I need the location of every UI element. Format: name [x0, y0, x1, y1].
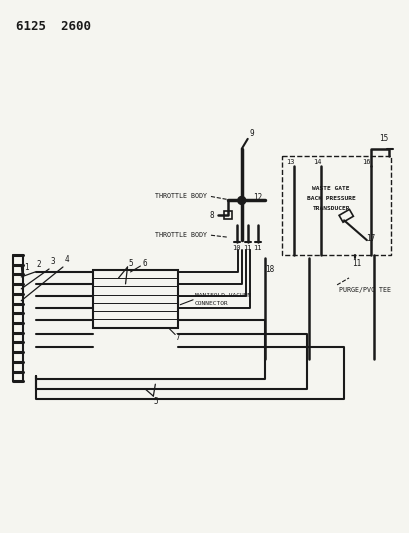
Text: 11: 11 [253, 245, 261, 251]
Text: THROTTLE BODY: THROTTLE BODY [155, 193, 207, 199]
Text: 11: 11 [243, 245, 252, 251]
Bar [282, 156, 390, 255]
Circle shape [237, 197, 245, 205]
Text: 6125  2600: 6125 2600 [16, 20, 91, 33]
Text: 14: 14 [312, 159, 321, 165]
Text: 5: 5 [153, 397, 157, 406]
Text: 15: 15 [378, 134, 387, 143]
Text: 6: 6 [142, 259, 146, 268]
Text: 2: 2 [37, 260, 41, 269]
Bar [223, 212, 231, 219]
Text: THROTTLE BODY: THROTTLE BODY [155, 232, 207, 238]
Text: 10: 10 [232, 245, 240, 251]
Text: PURGE/PVC TEE: PURGE/PVC TEE [338, 287, 390, 293]
Text: 12: 12 [252, 193, 262, 202]
Text: 5: 5 [128, 259, 133, 268]
Bar [338, 209, 353, 222]
Text: WASTE GATE: WASTE GATE [312, 186, 349, 191]
Text: 1: 1 [24, 263, 29, 272]
Text: 8: 8 [209, 211, 214, 220]
Bar [92, 270, 178, 328]
Text: TRANSDUCER: TRANSDUCER [312, 206, 349, 211]
Text: 4: 4 [65, 255, 69, 263]
Text: 7: 7 [175, 333, 180, 342]
Text: 11: 11 [351, 259, 361, 268]
Text: 17: 17 [365, 233, 375, 243]
Text: 3: 3 [51, 256, 55, 265]
Text: 9: 9 [249, 130, 253, 139]
Text: 16: 16 [362, 159, 370, 165]
Text: 18: 18 [264, 265, 274, 274]
Text: BACK PRESSURE: BACK PRESSURE [306, 196, 355, 201]
Text: MANIFOLD VACUUM: MANIFOLD VACUUM [195, 293, 251, 298]
Text: CONNECTOR: CONNECTOR [195, 301, 228, 306]
Text: 13: 13 [285, 159, 294, 165]
